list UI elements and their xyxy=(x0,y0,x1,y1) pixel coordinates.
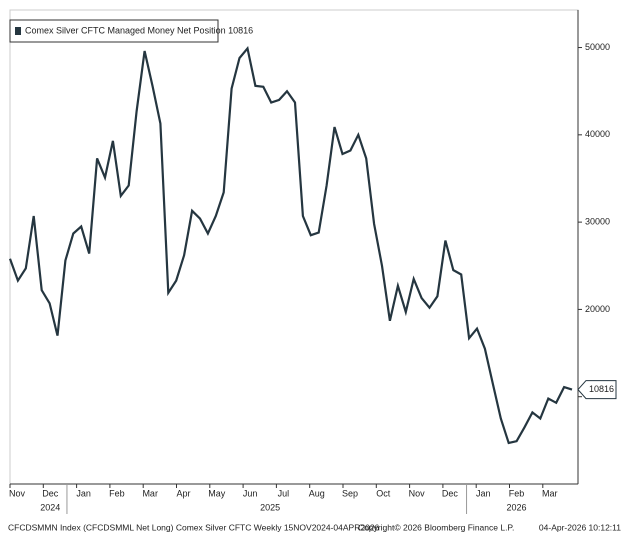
legend-label: Comex Silver CFTC Managed Money Net Posi… xyxy=(25,25,253,35)
y-tick-label: 50000 xyxy=(585,42,610,52)
last-value-box xyxy=(577,380,617,400)
year-label: 2024 xyxy=(40,502,60,512)
x-tick-label: Oct xyxy=(376,488,391,498)
x-tick-label: Jun xyxy=(243,488,258,498)
x-tick-label: Mar xyxy=(542,488,558,498)
x-tick-label: Feb xyxy=(109,488,125,498)
plot-frame xyxy=(9,9,579,485)
legend-swatch xyxy=(15,27,21,35)
y-tick-label: 30000 xyxy=(585,216,610,226)
y-tick-label: 40000 xyxy=(585,129,610,139)
x-tick-label: Aug xyxy=(309,488,325,498)
x-tick-label: Apr xyxy=(176,488,190,498)
series-line xyxy=(8,45,573,445)
x-tick-label: Jan xyxy=(76,488,91,498)
footer-center: Copyright© 2026 Bloomberg Finance L.P. xyxy=(358,522,514,532)
footer-left: CFCDSMMN Index (CFCDSMML Net Long) Comex… xyxy=(8,522,380,532)
x-tick-label: Jul xyxy=(278,488,290,498)
x-tick-label: May xyxy=(208,488,226,498)
x-tick-label: Dec xyxy=(442,488,459,498)
footer-right: 04-Apr-2026 10:12:11 xyxy=(539,522,621,532)
y-tick-label: 20000 xyxy=(585,304,610,314)
x-tick-label: Sep xyxy=(342,488,358,498)
x-tick-label: Nov xyxy=(9,488,26,498)
x-tick-label: Jan xyxy=(476,488,491,498)
legend-box xyxy=(9,19,219,43)
x-tick-label: Nov xyxy=(409,488,426,498)
year-label: 2025 xyxy=(260,502,280,512)
year-label: 2026 xyxy=(506,502,526,512)
x-tick-label: Dec xyxy=(42,488,59,498)
x-tick-label: Mar xyxy=(142,488,158,498)
last-value-label: 10816 xyxy=(589,384,614,394)
x-tick-label: Feb xyxy=(509,488,525,498)
